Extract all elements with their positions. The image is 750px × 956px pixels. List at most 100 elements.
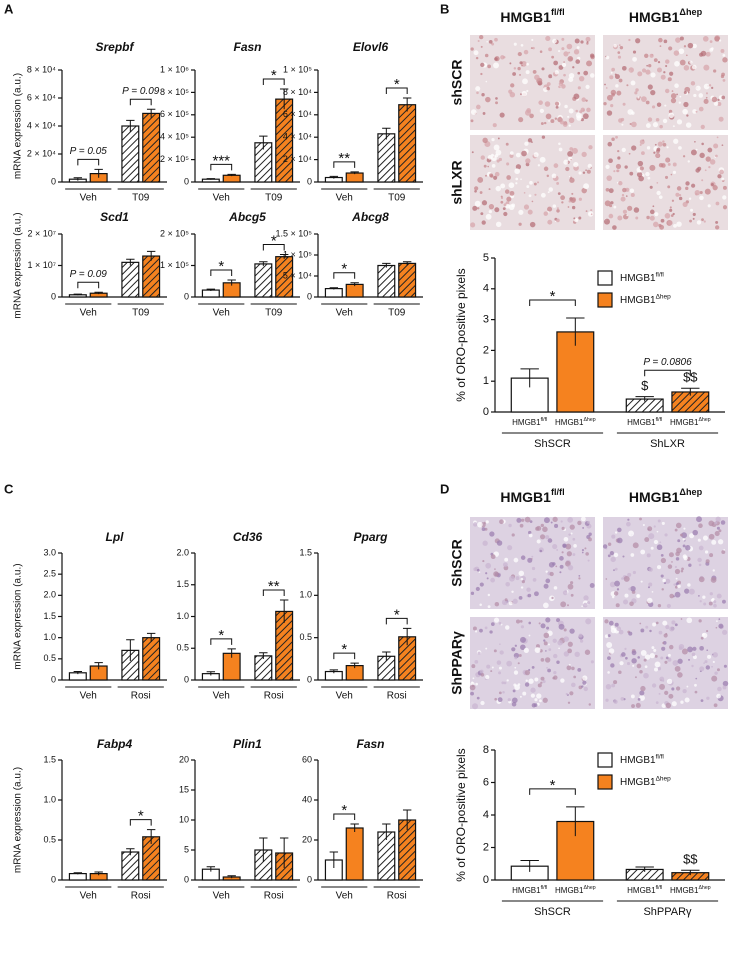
tissue-spot (715, 626, 718, 629)
tissue-spot (495, 97, 498, 100)
x-tick-label: HMGB1fl/fl (627, 418, 662, 428)
tissue-spot (479, 34, 484, 40)
tissue-spot (686, 54, 688, 57)
tissue-spot (678, 48, 685, 55)
tissue-spot (608, 188, 614, 194)
tissue-spot (586, 107, 591, 113)
tissue-spot (475, 56, 479, 60)
tissue-spot (561, 201, 564, 204)
tissue-spot (671, 199, 675, 202)
tissue-spot (639, 517, 642, 521)
tissue-spot (472, 703, 479, 710)
tissue-spot (675, 37, 681, 43)
tissue-spot (637, 698, 641, 701)
tissue-spot (554, 117, 558, 120)
tissue-spot (674, 528, 678, 532)
tissue-spot (585, 36, 591, 42)
tissue-spot (713, 600, 717, 604)
tissue-spot (670, 173, 673, 176)
group-label: ShSCR (534, 906, 571, 918)
tissue-spot (675, 522, 682, 529)
group-label: Rosi (131, 691, 151, 702)
tissue-spot (470, 591, 475, 595)
tissue-spot (581, 187, 587, 194)
tissue-spot (509, 153, 514, 158)
tissue-spot (653, 58, 658, 62)
tissue-spot (638, 175, 644, 182)
tissue-spot (665, 702, 672, 709)
x-tick-label-sup: Δhep (583, 418, 595, 424)
y-axis-title: mRNA expression (a.u.) (13, 73, 24, 179)
tissue-spot (650, 89, 656, 96)
tissue-spot (705, 92, 709, 95)
tissue-spot (578, 75, 585, 82)
tissue-spot (508, 523, 512, 528)
tissue-spot (722, 54, 726, 57)
bar-label: $$ (683, 852, 698, 867)
tissue-spot (682, 538, 686, 541)
tissue-spot (513, 557, 519, 563)
tissue-spot (698, 106, 704, 112)
error-bar (206, 288, 216, 292)
tissue-spot (703, 98, 709, 104)
error-bar (227, 173, 236, 177)
tissue-spot (651, 105, 656, 109)
tissue-spot (645, 69, 651, 75)
tissue-spot (657, 519, 661, 523)
y-tick-label: 1 × 10⁶ (160, 64, 189, 74)
y-axis-title: mRNA expression (a.u.) (13, 767, 24, 873)
tissue-spot (474, 200, 481, 207)
tissue-spot (555, 105, 559, 109)
micrograph (603, 617, 729, 709)
chart-title: Scd1 (100, 210, 129, 224)
tissue-spot (526, 62, 529, 66)
tissue-spot (477, 177, 484, 183)
tissue-spot (545, 570, 548, 573)
tissue-spot (604, 634, 609, 639)
tissue-spot (677, 672, 683, 678)
tissue-spot (680, 569, 684, 573)
tissue-spot (498, 621, 502, 625)
x-tick-label-base: HMGB1 (512, 418, 541, 427)
tissue-spot (659, 124, 663, 129)
tissue-spot (702, 36, 709, 42)
tissue-spot (712, 660, 715, 664)
tissue-spot (527, 138, 533, 143)
tissue-spot (713, 101, 719, 106)
tissue-spot (708, 84, 712, 87)
tissue-spot (653, 525, 656, 528)
tissue-spot (615, 84, 619, 88)
tissue-spot (585, 552, 589, 556)
significance-label: * (218, 627, 224, 644)
significance-bracket (385, 87, 408, 94)
y-tick-label: 3.0 (43, 547, 56, 557)
column-header-base: HMGB1 (629, 489, 680, 505)
y-axis-title: mRNA expression (a.u.) (13, 563, 24, 669)
tissue-spot (494, 207, 500, 213)
tissue-spot (552, 562, 556, 566)
y-tick-label: 0 (483, 874, 489, 886)
tissue-spot (488, 39, 493, 44)
tissue-spot (567, 517, 574, 523)
y-tick-label: 1 × 10⁵ (160, 260, 189, 270)
column-header-base: HMGB1 (500, 9, 551, 25)
tissue-spot (534, 677, 539, 682)
bar (68, 872, 87, 881)
tissue-spot (520, 636, 526, 643)
tissue-spot (617, 51, 621, 54)
bar (201, 289, 220, 298)
tissue-spot (612, 225, 617, 230)
tissue-spot (582, 680, 587, 685)
significance-label: P = 0.0806 (643, 357, 692, 368)
tissue-spot (654, 654, 658, 658)
tissue-spot (489, 531, 495, 537)
tissue-spot (618, 44, 621, 47)
tissue-spot (528, 530, 532, 535)
group-label: Veh (213, 891, 230, 902)
tissue-spot (698, 93, 704, 98)
tissue-spot (645, 625, 649, 629)
tissue-spot (544, 657, 551, 663)
error-bar (566, 806, 585, 837)
tissue-spot (588, 703, 592, 706)
tissue-spot (557, 192, 561, 196)
